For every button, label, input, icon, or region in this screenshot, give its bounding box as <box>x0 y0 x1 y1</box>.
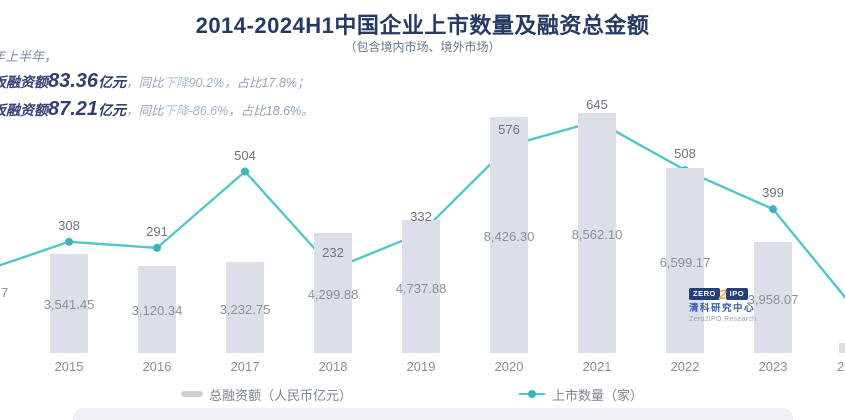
x-axis-label-2022: 2022 <box>670 359 700 374</box>
bar-2018 <box>314 232 352 353</box>
bar-value-2015: 3,541.45 <box>43 297 95 313</box>
line-legend-label: 上市数量（家） <box>552 387 644 403</box>
bar-legend-label: 总融资额（人民币亿元） <box>209 387 353 403</box>
x-axis-label-2020: 2020 <box>494 359 524 374</box>
chart-title: 2014-2024H1中国企业上市数量及融资总金额 <box>195 13 650 38</box>
x-axis-label-2018: 2018 <box>318 359 348 374</box>
annotation-2-amount: 83.36 <box>48 70 99 92</box>
line-value-2022: 508 <box>674 146 696 162</box>
bar-2021 <box>578 113 616 353</box>
annotation-2-unit: 亿元 <box>98 74 127 90</box>
logo-name: 清科研究中心 <box>689 303 756 314</box>
annotation-2-prefix: 板融资额 <box>0 74 48 90</box>
bar-2017 <box>226 262 264 353</box>
bar-value-2018: 4,299.88 <box>307 286 359 302</box>
line-value-2018: 232 <box>322 245 344 260</box>
line-point-2015 <box>65 237 73 246</box>
legend-item-bar: 总融资额（人民币亿元） <box>181 387 353 403</box>
bar-value-2022: 6,599.17 <box>659 254 711 270</box>
bar-2023 <box>754 242 792 353</box>
zero2ipo-badge-icon: ZERO 2 IPO <box>689 287 756 301</box>
line-point-2017 <box>241 167 249 176</box>
line-value-2015: 308 <box>58 217 80 233</box>
annotation-3-unit: 亿元 <box>98 102 127 118</box>
annotation-3-prefix: 板融资额 <box>0 102 48 118</box>
bar-2019 <box>402 220 440 353</box>
line-value-2017: 504 <box>234 147 256 163</box>
annotation-line-3: 板融资额87.21亿元，同比下降-86.6%，占比18.6%。 <box>0 98 314 121</box>
line-value-2016: 291 <box>146 223 168 239</box>
bar-legend-swatch-icon <box>181 391 203 397</box>
annotation-line-1: 年上半年， <box>0 49 58 64</box>
bar-value-2019: 4,737.88 <box>395 280 447 296</box>
bar-value-2016: 3,120.34 <box>131 303 183 319</box>
bar-value-2020: 8,426.30 <box>483 228 535 244</box>
bottom-band <box>73 408 793 420</box>
annotation-2-yoy: 同比 <box>138 76 164 90</box>
bar-2022 <box>666 168 704 353</box>
line-point-2016 <box>153 243 161 252</box>
line-point-2023 <box>769 205 777 214</box>
legend-item-line: 上市数量（家） <box>519 387 644 403</box>
logo-subname: Zero2IPO Research <box>689 315 757 323</box>
line-value-2021: 645 <box>586 97 608 112</box>
line-value-2020: 576 <box>498 121 520 137</box>
clipped-left-bar-value: 7 <box>1 285 9 300</box>
bar-2020 <box>490 116 528 353</box>
line-value-2019: 332 <box>410 209 432 225</box>
bar-2015 <box>50 253 88 353</box>
annotation-3-yoy: 同比 <box>138 104 164 118</box>
x-axis-label-2021: 2021 <box>582 359 612 374</box>
x-axis-label-2019: 2019 <box>406 359 436 374</box>
annotation-2-share: 占比17.8%； <box>236 76 310 90</box>
zero2ipo-logo: ZERO 2 IPO 清科研究中心 Zero2IPO Research <box>689 287 756 323</box>
clipped-right-year-label: 2 <box>837 359 845 374</box>
bar-2016 <box>138 265 176 353</box>
line-value-2023: 399 <box>762 185 784 201</box>
x-axis-label-2016: 2016 <box>142 359 172 374</box>
x-axis-label-2023: 2023 <box>758 359 788 374</box>
bar-value-2021: 8,562.10 <box>571 227 623 242</box>
bar-value-2023: 3,958.07 <box>747 291 799 307</box>
annotation-3-amount: 87.21 <box>48 98 99 120</box>
annotation-3-share: 占比18.6%。 <box>240 104 314 118</box>
bar-value-2017: 3,232.75 <box>219 301 271 317</box>
x-axis-label-2017: 2017 <box>230 359 260 374</box>
annotation-line-2: 板融资额83.36亿元，同比下降90.2%，占比17.8%； <box>0 70 310 93</box>
x-axis-label-2015: 2015 <box>54 359 84 374</box>
chart-subtitle: （包含境内市场、境外市场） <box>344 40 501 54</box>
clipped-right-bar <box>839 343 845 353</box>
line-legend-marker-icon <box>519 389 545 398</box>
